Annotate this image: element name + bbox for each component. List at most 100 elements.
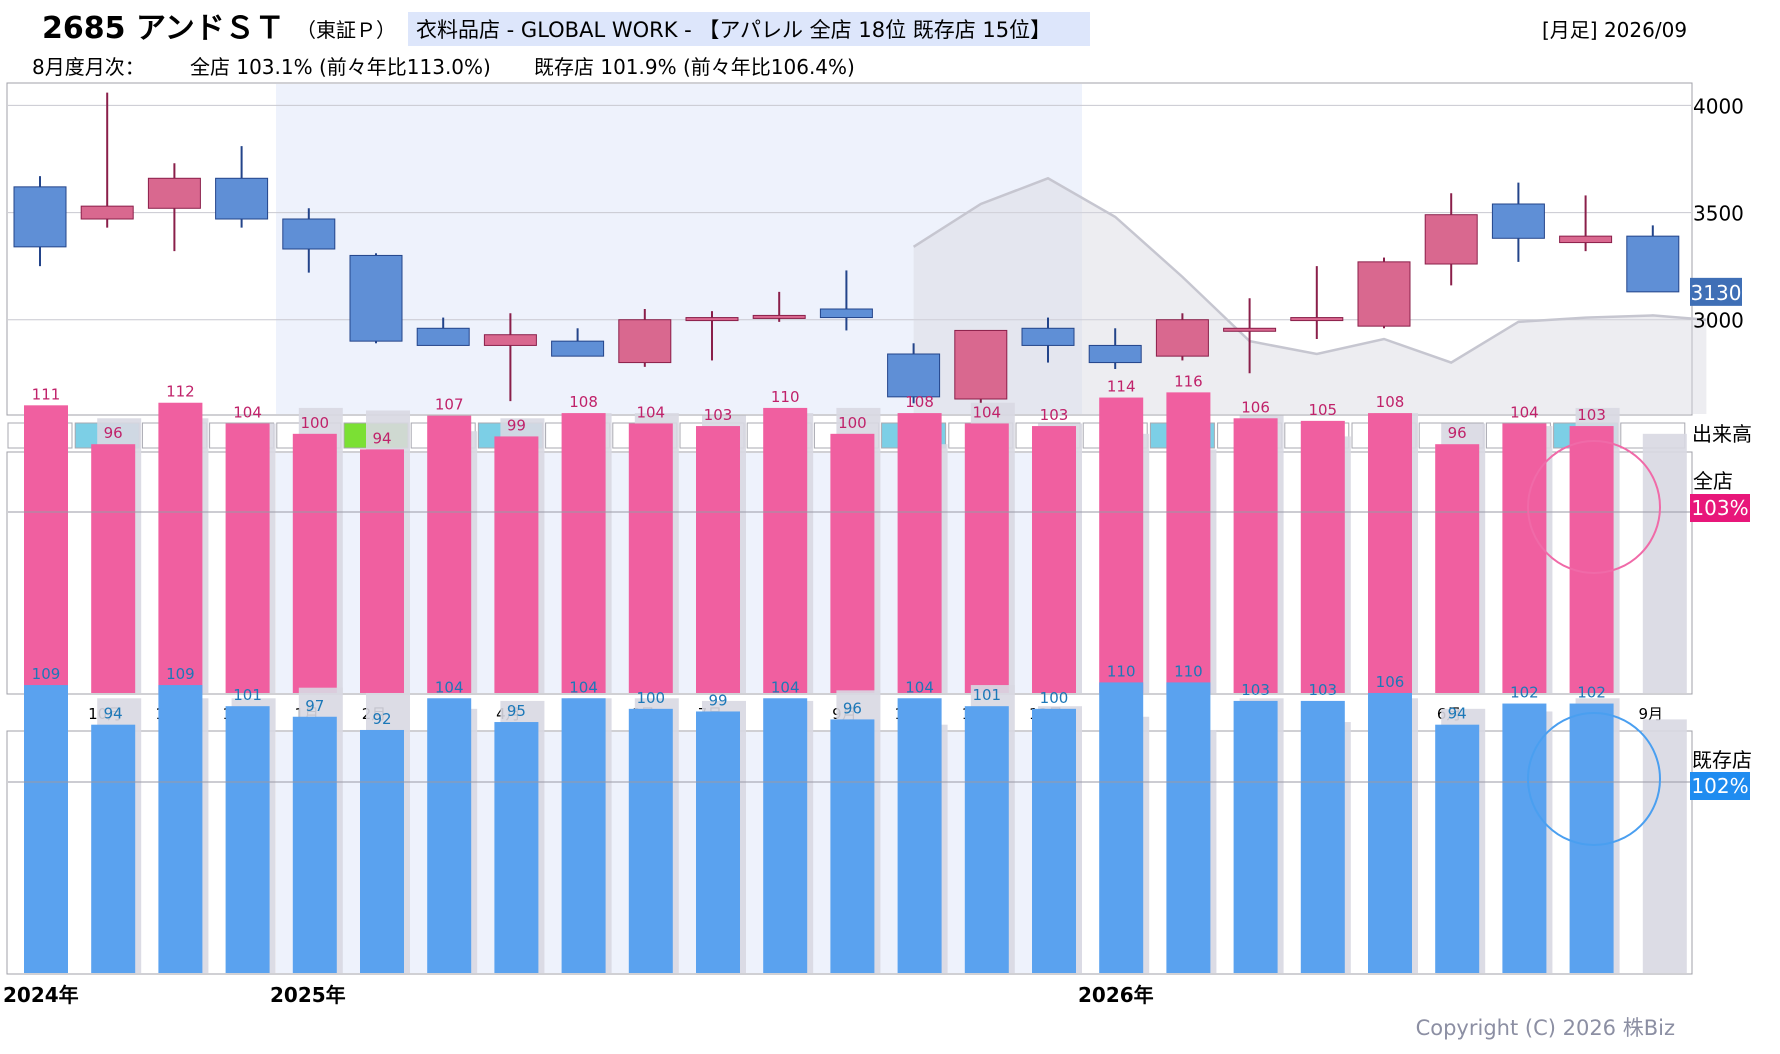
all-store-bar — [1502, 423, 1547, 693]
existing-store-bar-label: 109 — [166, 665, 195, 683]
all-store-bar — [91, 444, 136, 693]
existing-store-bar-label: 104 — [435, 678, 464, 696]
candle — [1491, 182, 1545, 262]
existing-store-bar-label: 109 — [32, 665, 61, 683]
all-store-bar-label: 94 — [372, 429, 391, 447]
candle — [1155, 313, 1209, 361]
existing-store-bar — [292, 716, 337, 973]
existing-store-bar — [1502, 703, 1547, 973]
all-store-bar — [763, 407, 808, 693]
all-store-bar-label: 106 — [1241, 398, 1270, 416]
candle-body — [483, 334, 537, 346]
all-store-bar-label: 104 — [1510, 403, 1539, 421]
existing-store-bar — [1233, 700, 1278, 973]
month-label: 9月 — [1639, 705, 1664, 723]
existing-store-bar-label: 95 — [507, 702, 526, 720]
all-store-badge-text: 103% — [1691, 496, 1748, 520]
candle-body — [80, 205, 134, 220]
existing-store-bar — [91, 724, 136, 973]
all-store-bar-label: 108 — [1376, 393, 1405, 411]
existing-store-bar-label: 100 — [1040, 689, 1069, 707]
existing-store-bar — [1368, 692, 1412, 973]
candle — [1626, 225, 1680, 293]
candle-body — [1223, 327, 1277, 332]
existing-store-bar — [360, 729, 404, 973]
all-store-bar-label: 116 — [1174, 372, 1203, 390]
all-store-bar — [696, 426, 740, 693]
all-store-bar — [427, 415, 472, 693]
candle — [1424, 193, 1478, 286]
candle — [752, 291, 806, 322]
candle — [887, 343, 941, 404]
all-store-bar-label: 112 — [166, 383, 195, 401]
all-store-badge — [1690, 494, 1750, 522]
existing-store-bar — [1300, 700, 1345, 973]
all-store-bar — [225, 423, 270, 693]
all-store-bar-label: 96 — [1448, 424, 1467, 442]
year-2025-highlight — [276, 84, 1082, 414]
all-store-panel: 111 96 112 104 100 94 107 99 108 104 103 110 100 108 1… — [6, 372, 1693, 695]
price-overlay-line — [912, 176, 1707, 364]
all-store-bar-label: 111 — [32, 385, 61, 403]
candle-body — [1155, 319, 1209, 357]
existing-store-bar — [1099, 682, 1144, 973]
existing-store-bar — [427, 698, 472, 973]
existing-store-bar-label: 104 — [905, 678, 934, 696]
year-label-2024: 2024年 — [3, 983, 79, 1007]
all-store-bar-label: 103 — [1040, 406, 1069, 424]
candle — [1290, 266, 1344, 339]
all-store-bar — [1368, 413, 1412, 693]
all-store-bar — [964, 423, 1009, 693]
all-store-prior-bar — [1642, 433, 1687, 693]
candle-body — [1424, 214, 1478, 265]
candle — [1223, 298, 1277, 374]
all-store-bar-label: 103 — [1577, 406, 1606, 424]
candle-body — [1491, 203, 1545, 239]
all-store-bar — [1032, 426, 1076, 693]
candle-body — [215, 177, 269, 220]
monthly-label: 8月度月次： — [32, 55, 145, 79]
existing-store-bar — [158, 685, 203, 973]
candle-body — [282, 218, 336, 250]
existing-store-bar — [696, 711, 740, 973]
existing-store-bar — [897, 698, 942, 973]
existing-store-bar-label: 101 — [233, 686, 262, 704]
copyright: Copyright (C) 2026 株Biz — [1416, 1016, 1675, 1040]
all-store-bar — [830, 433, 875, 693]
price-panel: 3000 3500 4000 3130 — [6, 82, 1744, 416]
existing-store-year-highlight — [276, 732, 1082, 973]
existing-store-bar-label: 92 — [372, 710, 391, 728]
candle — [80, 92, 134, 228]
candle-body — [819, 308, 873, 319]
existing-store-badge — [1690, 772, 1750, 800]
year-label-2026: 2026年 — [1078, 983, 1154, 1007]
candle — [618, 309, 672, 367]
year-label-2025: 2025年 — [270, 983, 346, 1007]
all-store-bar-label: 104 — [972, 403, 1001, 421]
candle — [1021, 317, 1075, 363]
all-store-bar — [1233, 418, 1278, 693]
candle — [483, 313, 537, 402]
all-store-bar-label: 99 — [507, 416, 526, 434]
candle — [416, 317, 470, 346]
all-store-bar — [360, 449, 404, 693]
candle-body — [13, 186, 67, 248]
candle-body — [685, 317, 739, 322]
all-store-summary: 全店 103.1% (前々年比113.0%) — [190, 55, 491, 79]
existing-store-summary: 既存店 101.9% (前々年比106.4%) — [534, 55, 855, 79]
all-store-bar-label: 108 — [569, 393, 598, 411]
existing-store-bar-label: 97 — [305, 697, 324, 715]
all-store-bar-label: 100 — [838, 414, 867, 432]
existing-store-label: 既存店 — [1692, 748, 1752, 772]
last-price-badge — [1690, 277, 1742, 306]
candle — [147, 163, 201, 252]
all-store-bar-label: 105 — [1308, 401, 1337, 419]
existing-store-bar-label: 101 — [972, 686, 1001, 704]
candle — [551, 328, 605, 357]
sector-highlight — [408, 12, 1090, 46]
candle-body — [618, 319, 672, 364]
existing-store-bar-label: 106 — [1376, 673, 1405, 691]
existing-store-highlight-circle — [1527, 712, 1661, 846]
existing-store-bar-label: 100 — [636, 689, 665, 707]
